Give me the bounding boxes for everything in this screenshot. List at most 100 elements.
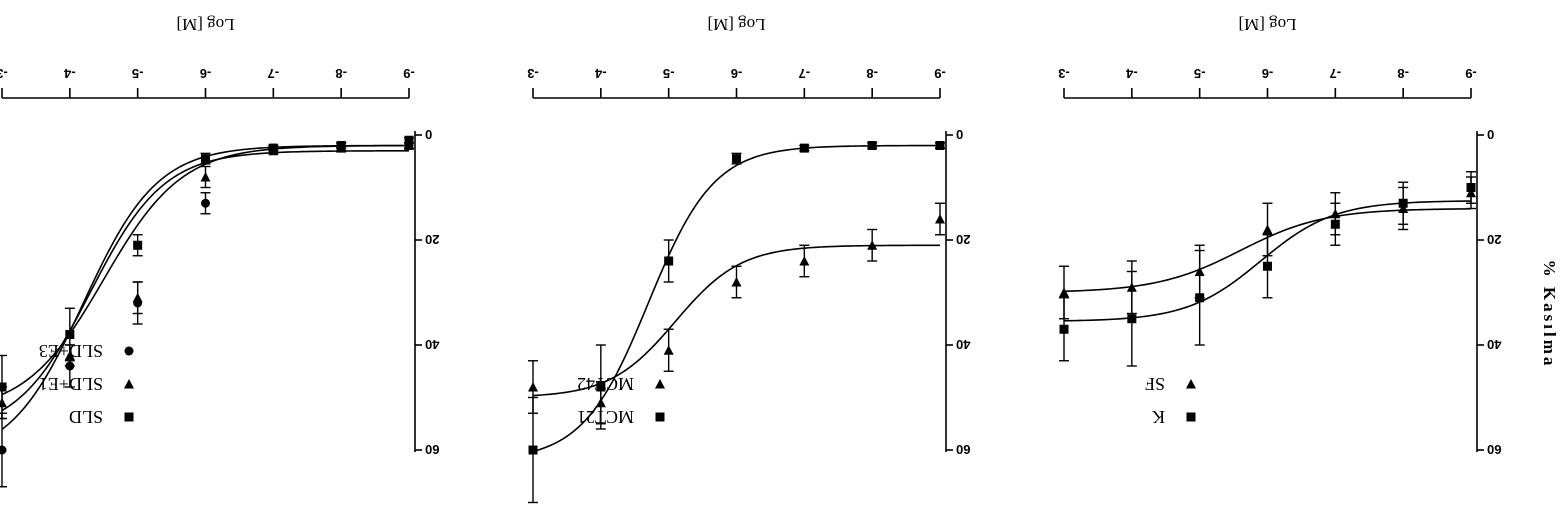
legend-marker xyxy=(1186,412,1196,422)
x-axis-label: Log [M] xyxy=(707,15,765,34)
x-tick-label: -6 xyxy=(1262,66,1274,81)
data-point xyxy=(1059,324,1069,334)
data-point xyxy=(1262,224,1273,234)
y-tick-label: 0 xyxy=(956,127,963,142)
x-tick-label: -7 xyxy=(268,66,280,81)
x-tick-label: -3 xyxy=(527,66,539,81)
data-point xyxy=(201,154,210,164)
y-tick-label: 60 xyxy=(1487,442,1501,457)
x-tick-label: -3 xyxy=(1058,66,1070,81)
legend-label: SLD+E1 xyxy=(39,374,103,394)
y-tick-label: 20 xyxy=(1487,232,1501,247)
y-tick-label: 60 xyxy=(425,442,439,457)
x-tick-label: -5 xyxy=(132,66,144,81)
y-tick-label: 20 xyxy=(425,232,439,247)
data-point xyxy=(595,397,606,408)
x-axis: -9 -8 -7 -6 -5 -4 -3 xyxy=(527,66,946,99)
x-tick-label: -4 xyxy=(1125,66,1137,81)
y-axis: 0 20 40 60 xyxy=(945,127,970,457)
y-axis: 0 20 40 60 xyxy=(1476,127,1501,457)
fit-curve xyxy=(1,150,409,412)
y-tick-label: 0 xyxy=(425,127,432,142)
data-point xyxy=(404,135,414,145)
data-point xyxy=(0,445,7,455)
series-K xyxy=(1059,171,1476,367)
y-axis-label-text: % Kasılma xyxy=(1540,260,1559,369)
legend-marker xyxy=(124,379,134,389)
data-point xyxy=(1263,261,1272,271)
data-point xyxy=(133,298,143,308)
x-tick-label: -9 xyxy=(403,66,415,81)
chart-panel-1: 0 20 40 60 -9 -8 -7 -6 -5 -4 -3 Log [M] K SF xyxy=(1058,15,1501,457)
series-MCT42 xyxy=(528,202,945,425)
x-tick-label: -6 xyxy=(731,66,743,81)
legend-label: SLD+E3 xyxy=(39,341,103,361)
y-tick-label: 20 xyxy=(956,232,970,247)
legend-label: SLD xyxy=(69,407,103,427)
x-tick-label: -8 xyxy=(335,66,347,81)
data-point xyxy=(731,277,742,287)
x-tick-label: -3 xyxy=(0,66,8,81)
y-tick-label: 40 xyxy=(425,337,439,352)
x-axis: -9 -8 -7 -6 -5 -4 -3 xyxy=(1058,66,1477,99)
x-tick-label: -7 xyxy=(799,66,811,81)
data-point xyxy=(404,141,414,150)
legend-marker xyxy=(655,412,665,422)
legend-label: MCT42 xyxy=(577,374,634,394)
fit-curve xyxy=(532,144,941,453)
x-tick-label: -8 xyxy=(866,66,878,81)
data-point xyxy=(867,141,877,150)
data-point xyxy=(799,256,810,266)
data-point xyxy=(65,361,75,371)
legend-marker xyxy=(124,412,134,422)
data-point xyxy=(1126,282,1137,292)
data-point xyxy=(1466,187,1476,198)
x-tick-label: -4 xyxy=(63,66,75,81)
data-point xyxy=(528,445,538,455)
legend-label: SF xyxy=(1145,374,1165,394)
chart-panel-2: 0 20 40 60 -9 -8 -7 -6 -5 -4 -3 Log [M] MCT21 MCT42 xyxy=(527,15,970,504)
legend-label: MCT21 xyxy=(577,407,634,427)
data-point xyxy=(663,345,674,355)
data-point xyxy=(1330,208,1341,219)
x-tick-label: -9 xyxy=(1465,66,1477,81)
x-tick-label: -4 xyxy=(594,66,606,81)
data-point xyxy=(664,256,674,266)
x-axis-label: Log [M] xyxy=(1238,15,1296,34)
data-point xyxy=(0,397,7,408)
series-MCT21 xyxy=(528,141,945,504)
data-point xyxy=(133,240,143,250)
data-point xyxy=(732,154,741,164)
y-tick-label: 0 xyxy=(1487,127,1494,142)
data-point xyxy=(201,198,210,208)
y-axis: 0 20 40 60 xyxy=(414,127,439,457)
x-tick-label: -9 xyxy=(934,66,946,81)
data-point xyxy=(1398,203,1409,213)
x-tick-label: -5 xyxy=(663,66,675,81)
x-tick-label: -5 xyxy=(1194,66,1206,81)
legend-marker xyxy=(655,379,665,389)
chart-panel-3: 0 20 40 60 -9 -8 -7 -6 -5 -4 -3 Log [M] SLD SLD+E1 SLD… xyxy=(0,15,439,488)
data-point xyxy=(935,214,945,224)
data-point xyxy=(200,172,211,182)
data-point xyxy=(1127,314,1137,324)
y-axis-label: % Kasılma xyxy=(1540,260,1559,369)
data-point xyxy=(528,382,538,392)
legend-marker xyxy=(1186,379,1196,389)
data-point xyxy=(867,240,878,250)
y-tick-label: 40 xyxy=(1487,337,1501,352)
data-point xyxy=(65,330,75,339)
data-point xyxy=(1059,287,1069,297)
data-point xyxy=(268,143,278,153)
data-point xyxy=(799,143,809,153)
series-SLD+E3 xyxy=(0,141,414,488)
x-axis-label: Log [M] xyxy=(176,15,234,34)
y-tick-label: 40 xyxy=(956,337,970,352)
series-SF xyxy=(1059,176,1476,320)
data-point xyxy=(336,141,346,150)
x-tick-label: -6 xyxy=(200,66,212,81)
x-tick-label: -7 xyxy=(1330,66,1342,81)
data-point xyxy=(935,141,945,150)
